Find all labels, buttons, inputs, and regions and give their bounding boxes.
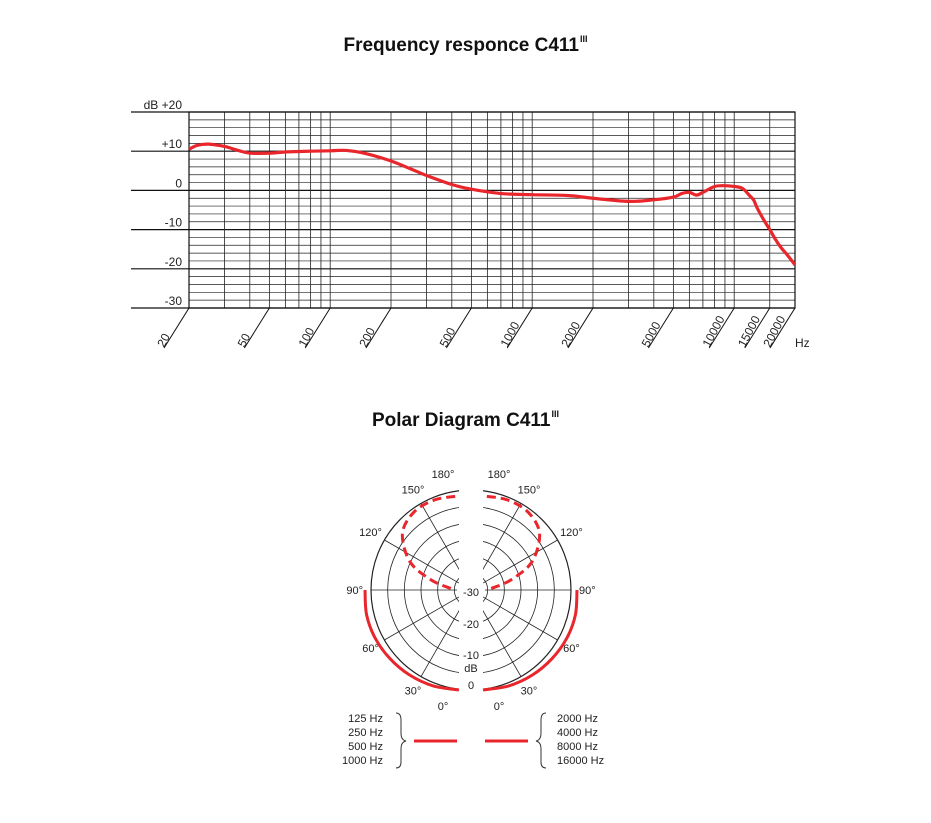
angle-label: 180° [432,469,455,481]
polar-spoke [483,609,522,677]
x-tick-mark [744,307,771,349]
polar-curves-layer [363,494,579,692]
legend-right-label: 2000 Hz [557,713,598,725]
frequency-chart-title-superscript: III [579,34,588,44]
polar-curve-left-solid [363,589,460,692]
x-tick-label: 20 [154,331,173,350]
db-label: -20 [463,619,479,631]
angle-label: 60° [563,643,580,655]
x-tick-mark [567,307,594,349]
angle-label: 60° [362,643,379,655]
polar-curve-left-dashed [400,494,460,590]
x-tick-mark [506,307,533,349]
angle-label: 150° [402,485,425,497]
x-tick-label: 50 [235,331,254,350]
polar-spoke [420,503,459,571]
db-label: 0 [468,680,474,692]
polar-spoke [384,539,459,584]
x-tick-mark [647,307,674,349]
angle-label: 180° [488,469,511,481]
frequency-grid [131,111,796,309]
y-tick-label: dB +20 [144,98,183,112]
db-unit-label: dB [464,663,477,675]
y-tick-label: 0 [175,176,182,190]
polar-curve-right-solid [482,589,579,692]
polar-hub [457,576,485,604]
legend-right-label: 4000 Hz [557,727,598,739]
legend-right-label: 16000 Hz [557,755,604,767]
frequency-response-curve [188,142,797,266]
frequency-curve-layer [188,142,797,266]
legend-right-brace [535,712,547,769]
frequency-x-unit-label: Hz [795,336,810,350]
legend-left-label: 500 Hz [348,741,383,753]
legend-left-label: 250 Hz [348,727,383,739]
angle-label: 30° [521,685,538,697]
polar-curve-right-dashed [482,494,542,590]
polar-spoke [483,539,558,584]
x-tick-mark [365,307,392,349]
y-tick-label: -30 [165,294,183,308]
legend-right-label: 8000 Hz [557,741,598,753]
polar-angle-labels: 0° 0° 30° 30° 60° 60° 90° 90° 120° 120° 150° 150° 18… [346,469,595,713]
angle-label: 120° [359,527,382,539]
polar-half-grid [483,490,572,690]
angle-label: 90° [579,585,596,597]
y-tick-label: -10 [165,216,183,230]
db-label: -10 [463,650,479,662]
x-tick-mark [163,307,190,349]
x-tick-mark [243,307,270,349]
angle-label: 0° [438,701,449,713]
x-tick-mark [445,307,472,349]
polar-spoke [420,609,459,677]
polar-chart-title-text: Polar Diagram C411 [372,410,551,431]
angle-label: 30° [405,685,422,697]
frequency-chart-title-text: Frequency responce C411 [343,35,579,56]
legend-left-label: 1000 Hz [342,755,383,767]
x-tick-mark [769,307,796,349]
legend-left-label: 125 Hz [348,713,383,725]
angle-label: 150° [518,485,541,497]
polar-spoke [483,596,558,641]
polar-spoke [483,503,522,571]
y-tick-label: -20 [165,255,183,269]
frequency-chart-title: Frequency responce C411III [0,34,931,57]
polar-spoke [384,596,459,641]
angle-label: 90° [346,585,363,597]
angle-label: 0° [494,701,505,713]
x-tick-mark [304,307,331,349]
legend-left-brace [395,712,407,769]
plot-frame [188,111,796,309]
x-tick-mark [708,307,735,349]
polar-grid [370,490,572,690]
angle-label: 120° [560,527,583,539]
polar-chart-title: Polar Diagram C411III [0,409,931,432]
y-tick-label: +10 [162,137,183,151]
polar-legend: 125 Hz 250 Hz 500 Hz 1000 Hz 2000 Hz 4000 Hz 8… [342,712,604,769]
db-label: -30 [463,587,479,599]
polar-half-grid [370,490,459,690]
polar-chart-title-superscript: III [551,409,559,419]
frequency-y-axis: dB +20 +10 0 -10 -20 -30 [144,98,183,308]
frequency-response-chart: dB +20+100-10-20-30 20 50 100 200 500 1000 200… [131,98,810,350]
